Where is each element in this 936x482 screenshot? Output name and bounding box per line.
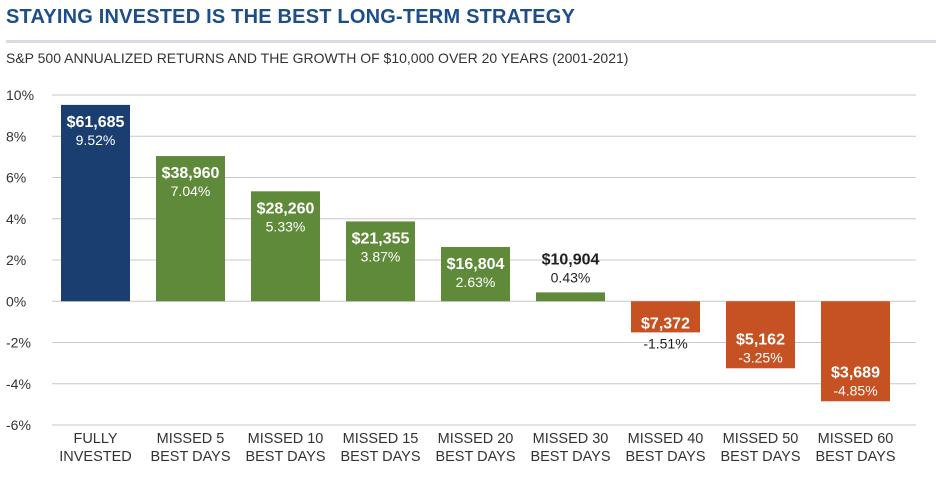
growth-label: $16,804 <box>447 256 505 273</box>
y-tick-label: 8% <box>6 128 26 144</box>
y-tick-label: 10% <box>6 87 34 103</box>
bar <box>631 301 700 333</box>
bar <box>726 301 795 369</box>
bar <box>251 191 320 302</box>
y-tick-label: -2% <box>6 335 31 351</box>
x-tick-label: MISSED 10 <box>248 431 324 447</box>
growth-label: $28,260 <box>257 200 315 217</box>
bar <box>441 247 510 302</box>
x-tick-label: BEST DAYS <box>625 449 705 465</box>
growth-label: $38,960 <box>162 165 220 182</box>
x-tick-label: BEST DAYS <box>530 449 610 465</box>
x-axis: FULLY INVESTED MISSED 5 BEST DAYS MISSED 10 B… <box>59 431 895 465</box>
y-tick-label: 4% <box>6 211 26 227</box>
x-tick-label: MISSED 50 <box>723 431 799 447</box>
x-tick-label: MISSED 5 <box>157 431 225 447</box>
y-tick-label: -4% <box>6 376 31 392</box>
title-divider <box>6 40 936 43</box>
y-tick-label: 0% <box>6 293 26 309</box>
x-tick-label: MISSED 20 <box>438 431 514 447</box>
x-tick-label: FULLY <box>73 431 117 447</box>
return-label: 2.63% <box>456 274 496 290</box>
growth-label: $3,689 <box>831 364 880 381</box>
y-tick-label: 6% <box>6 170 26 186</box>
return-label: 0.43% <box>551 269 591 285</box>
growth-label: $7,372 <box>641 315 690 332</box>
return-label: -3.25% <box>738 349 782 365</box>
x-tick-label: BEST DAYS <box>150 449 230 465</box>
growth-label: $61,685 <box>67 114 125 131</box>
x-tick-label: MISSED 60 <box>818 431 894 447</box>
bars <box>61 104 890 402</box>
chart-title: STAYING INVESTED IS THE BEST LONG-TERM S… <box>6 6 576 28</box>
y-axis: 10% 8% 6% 4% 2% 0% -2% -4% -6% <box>6 87 34 433</box>
bar <box>346 221 415 302</box>
chart-subtitle: S&P 500 ANNUALIZED RETURNS AND THE GROWT… <box>6 50 629 66</box>
return-label: 5.33% <box>266 218 306 234</box>
return-label: 3.87% <box>361 248 401 264</box>
x-tick-label: MISSED 30 <box>533 431 609 447</box>
bar <box>156 156 225 302</box>
x-tick-label: BEST DAYS <box>435 449 515 465</box>
growth-label: $5,162 <box>736 331 785 348</box>
growth-label: $21,355 <box>352 230 410 247</box>
x-tick-label: INVESTED <box>59 449 132 465</box>
x-tick-label: BEST DAYS <box>245 449 325 465</box>
x-tick-label: BEST DAYS <box>815 449 895 465</box>
return-label: 7.04% <box>171 183 211 199</box>
bar <box>821 301 890 402</box>
x-tick-label: MISSED 15 <box>343 431 419 447</box>
x-tick-label: BEST DAYS <box>340 449 420 465</box>
growth-label: $10,904 <box>542 251 600 268</box>
x-tick-label: MISSED 40 <box>628 431 704 447</box>
bar <box>536 292 605 302</box>
return-label: -1.51% <box>643 335 687 351</box>
x-tick-label: BEST DAYS <box>720 449 800 465</box>
gridlines <box>52 94 916 426</box>
return-label: 9.52% <box>76 132 116 148</box>
bar <box>61 104 130 302</box>
return-label: -4.85% <box>833 382 877 398</box>
y-tick-label: 2% <box>6 252 26 268</box>
y-tick-label: -6% <box>6 417 31 433</box>
